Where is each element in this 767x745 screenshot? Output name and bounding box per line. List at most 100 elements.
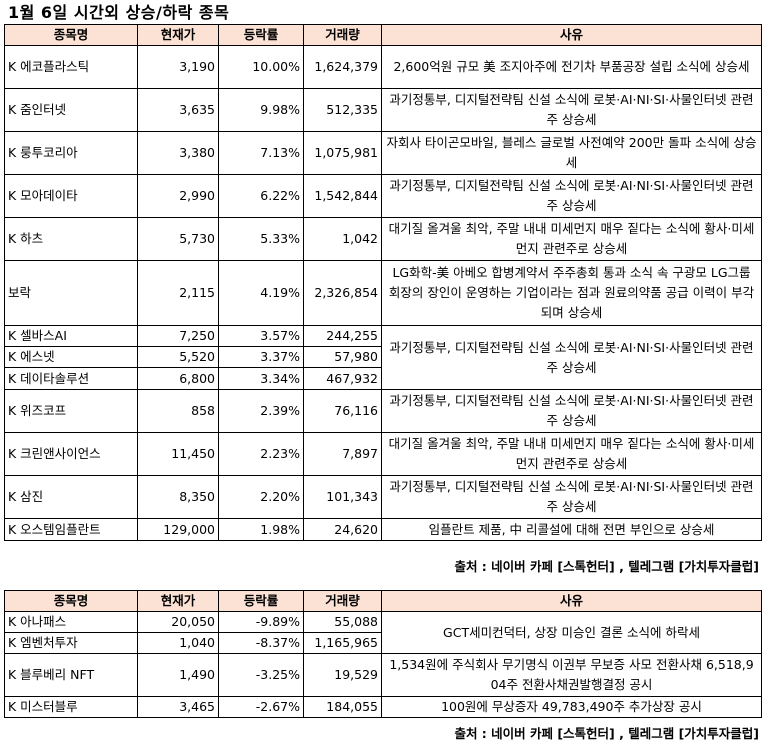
change-rate: 3.34%	[218, 367, 304, 390]
trade-volume: 55,088	[303, 611, 382, 633]
stock-name: K 오스템임플란트	[4, 518, 138, 541]
change-rate: 5.33%	[218, 217, 304, 261]
table-row: 보락 2,115 4.19% 2,326,854 LG화학-美 아베오 합병계약서 주주…	[4, 260, 762, 326]
current-price: 129,000	[137, 518, 219, 541]
stock-name: K 룽투코리아	[4, 131, 138, 175]
current-price: 20,050	[137, 611, 219, 633]
header-volume: 거래량	[303, 590, 382, 612]
trade-volume: 7,897	[303, 432, 382, 476]
change-rate: 2.39%	[218, 389, 304, 433]
table-header-row: 종목명 현재가 등락률 거래량 사유	[4, 24, 762, 46]
current-price: 11,450	[137, 432, 219, 476]
header-reason: 사유	[381, 590, 762, 612]
stock-name: K 셀바스AI	[4, 325, 138, 347]
page-title: 1월 6일 시간외 상승/하락 종목	[8, 3, 230, 22]
rising-stocks-table: 종목명 현재가 등락률 거래량 사유 K 에코플라스틱 3,190 10.00% 1,…	[4, 24, 762, 541]
trade-volume: 1,542,844	[303, 174, 382, 218]
table-row: K 엠벤처투자 1,040 -8.37% 1,165,965	[4, 632, 762, 654]
stock-name: K 크린앤사이언스	[4, 432, 138, 476]
current-price: 2,990	[137, 174, 219, 218]
table-row: K 블루베리 NFT 1,490 -3.25% 19,529 1,534원에 주식회사 …	[4, 653, 762, 697]
table-row: K 아나패스 20,050 -9.89% 55,088 GCT세미컨덕터, 상장 미승인…	[4, 611, 762, 654]
change-rate: 3.37%	[218, 346, 304, 368]
reason: 임플란트 제품, 中 리콜설에 대해 전면 부인으로 상승세	[381, 518, 762, 541]
reason: 대기질 올겨울 최악, 주말 내내 미세먼지 매우 짙다는 소식에 황사·미세먼…	[381, 432, 762, 476]
trade-volume: 1,075,981	[303, 131, 382, 175]
change-rate: 6.22%	[218, 174, 304, 218]
table-row: K 크린앤사이언스 11,450 2.23% 7,897 대기질 올겨울 최악, 주말 …	[4, 432, 762, 476]
header-change: 등락률	[218, 590, 304, 612]
stock-name: K 에스넷	[4, 346, 138, 368]
reason: LG화학-美 아베오 합병계약서 주주총회 통과 소식 속 구광모 LG그룹 회…	[381, 260, 762, 326]
falling-stocks-table: 종목명 현재가 등락률 거래량 사유 K 아나패스 20,050 -9.89% 55,…	[4, 590, 762, 718]
table-row: K 룽투코리아 3,380 7.13% 1,075,981 자회사 타이곤모바일, 블레…	[4, 131, 762, 175]
header-price: 현재가	[137, 590, 219, 612]
table-header-row: 종목명 현재가 등락률 거래량 사유	[4, 590, 762, 612]
header-change: 등락률	[218, 24, 304, 46]
reason: 과기정통부, 디지털전략팀 신설 소식에 로봇·AI·NI·SI·사물인터넷 관…	[381, 88, 762, 132]
table-row: K 셀바스AI 7,250 3.57% 244,255 과기정통부, 디지털전략팀 신설…	[4, 325, 762, 390]
current-price: 3,635	[137, 88, 219, 132]
source-note: 출처 : 네이버 카페 [스톡헌터] , 텔레그램 [가치투자클럽]	[454, 726, 759, 741]
trade-volume: 467,932	[303, 367, 382, 390]
stock-name: 보락	[4, 260, 138, 326]
current-price: 7,250	[137, 325, 219, 347]
change-rate: 2.23%	[218, 432, 304, 476]
trade-volume: 1,165,965	[303, 632, 382, 654]
reason: 과기정통부, 디지털전략팀 신설 소식에 로봇·AI·NI·SI·사물인터넷 관…	[381, 475, 762, 519]
current-price: 858	[137, 389, 219, 433]
stock-name: K 위즈코프	[4, 389, 138, 433]
header-price: 현재가	[137, 24, 219, 46]
table-row: K 오스템임플란트 129,000 1.98% 24,620 임플란트 제품, 中 리콜…	[4, 518, 762, 541]
stock-name: K 엠벤처투자	[4, 632, 138, 654]
stock-name: K 줌인터넷	[4, 88, 138, 132]
change-rate: 4.19%	[218, 260, 304, 326]
change-rate: -9.89%	[218, 611, 304, 633]
trade-volume: 24,620	[303, 518, 382, 541]
change-rate: 2.20%	[218, 475, 304, 519]
table-row: K 에코플라스틱 3,190 10.00% 1,624,379 2,600억원 규모 美…	[4, 45, 762, 89]
trade-volume: 1,624,379	[303, 45, 382, 89]
reason: 2,600억원 규모 美 조지아주에 전기차 부품공장 설립 소식에 상승세	[381, 45, 762, 89]
reason: 1,534원에 주식회사 무기명식 이권부 무보증 사모 전환사채 6,518,…	[381, 653, 762, 697]
table-row: K 하츠 5,730 5.33% 1,042 대기질 올겨울 최악, 주말 내내 미세먼…	[4, 217, 762, 261]
stock-name: K 하츠	[4, 217, 138, 261]
reason: 대기질 올겨울 최악, 주말 내내 미세먼지 매우 짙다는 소식에 황사·미세먼…	[381, 217, 762, 261]
table-row: K 위즈코프 858 2.39% 76,116 과기정통부, 디지털전략팀 신설 소식에…	[4, 389, 762, 433]
stock-name: K 에코플라스틱	[4, 45, 138, 89]
change-rate: 1.98%	[218, 518, 304, 541]
trade-volume: 76,116	[303, 389, 382, 433]
current-price: 3,380	[137, 131, 219, 175]
change-rate: 7.13%	[218, 131, 304, 175]
reason: 100원에 무상증자 49,783,490주 추가상장 공시	[381, 696, 762, 718]
change-rate: 9.98%	[218, 88, 304, 132]
source-note: 출처 : 네이버 카페 [스톡헌터] , 텔레그램 [가치투자클럽]	[454, 559, 759, 574]
current-price: 1,040	[137, 632, 219, 654]
header-name: 종목명	[4, 24, 138, 46]
current-price: 3,190	[137, 45, 219, 89]
change-rate: 3.57%	[218, 325, 304, 347]
table-row: K 삼진 8,350 2.20% 101,343 과기정통부, 디지털전략팀 신설 소식…	[4, 475, 762, 519]
stock-name: K 데이타솔루션	[4, 367, 138, 390]
change-rate: -3.25%	[218, 653, 304, 697]
change-rate: -8.37%	[218, 632, 304, 654]
reason: 자회사 타이곤모바일, 블레스 글로벌 사전예약 200만 돌파 소식에 상승세	[381, 131, 762, 175]
current-price: 5,520	[137, 346, 219, 368]
header-reason: 사유	[381, 24, 762, 46]
change-rate: -2.67%	[218, 696, 304, 718]
reason: 과기정통부, 디지털전략팀 신설 소식에 로봇·AI·NI·SI·사물인터넷 관…	[381, 389, 762, 433]
trade-volume: 184,055	[303, 696, 382, 718]
current-price: 6,800	[137, 367, 219, 390]
table-row: K 미스터블루 3,465 -2.67% 184,055 100원에 무상증자 49,7…	[4, 696, 762, 718]
trade-volume: 512,335	[303, 88, 382, 132]
stock-name: K 삼진	[4, 475, 138, 519]
reason: 과기정통부, 디지털전략팀 신설 소식에 로봇·AI·NI·SI·사물인터넷 관…	[381, 174, 762, 218]
reason: GCT세미컨덕터, 상장 미승인 결론 소식에 하락세	[381, 611, 762, 654]
change-rate: 10.00%	[218, 45, 304, 89]
table-row: K 모아데이타 2,990 6.22% 1,542,844 과기정통부, 디지털전략팀 …	[4, 174, 762, 218]
current-price: 2,115	[137, 260, 219, 326]
header-volume: 거래량	[303, 24, 382, 46]
current-price: 1,490	[137, 653, 219, 697]
stock-name: K 아나패스	[4, 611, 138, 633]
trade-volume: 1,042	[303, 217, 382, 261]
